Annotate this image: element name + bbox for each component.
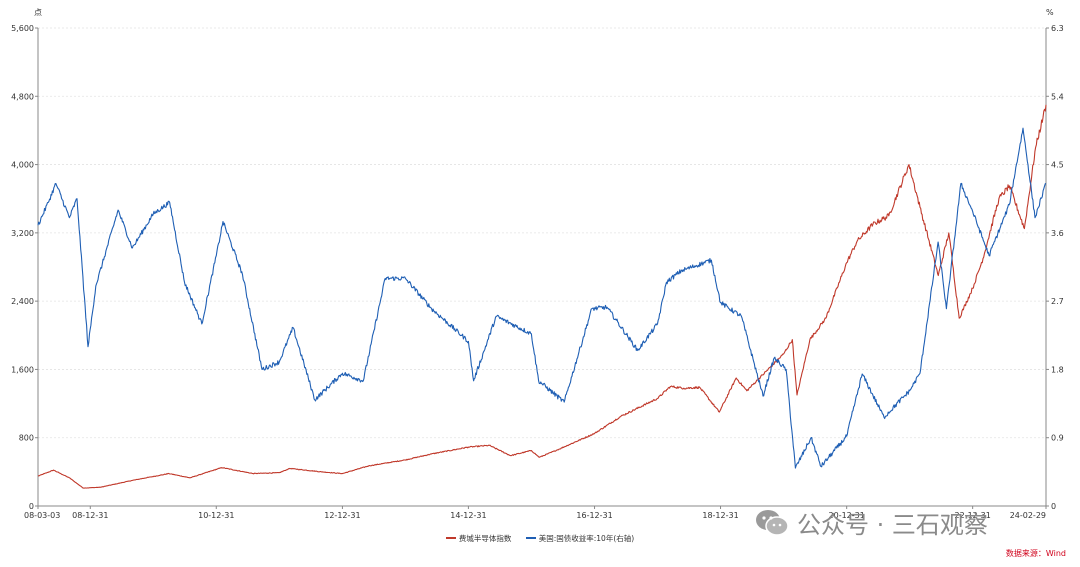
right-tick-label: 0 [1051,502,1056,511]
left-tick-label: 1,600 [11,365,34,374]
x-tick-label: 24-02-29 [1010,511,1046,520]
right-tick-label: 1.8 [1051,365,1064,374]
right-axis-ticks: 0 0.9 1.8 2.7 3.6 4.5 5.4 6.3 [1046,24,1064,511]
series-line-0 [37,104,1047,489]
watermark-text: 公众号 · 三石观察 [797,511,988,539]
x-tick-label: 20-12-31 [829,511,865,520]
legend-label-sox: 费城半导体指数 [458,533,512,543]
left-tick-label: 5,600 [11,24,34,33]
legend-item-ust10y[interactable]: 美国:国债收益率:10年(右轴) [525,533,635,544]
left-axis-unit: 点 [34,8,42,17]
left-tick-label: 800 [19,434,34,443]
x-tick-label: 16-12-31 [576,511,612,520]
x-tick-label: 12-12-31 [324,511,360,520]
right-tick-label: 4.5 [1051,161,1064,170]
left-tick-label: 2,400 [11,297,34,306]
right-tick-label: 2.7 [1051,297,1064,306]
series-layer [37,104,1047,489]
legend-label-ust10y: 美国:国债收益率:10年(右轴) [538,533,635,543]
x-tick-label: 18-12-31 [702,511,738,520]
legend: 费城半导体指数 美国:国债收益率:10年(右轴) [0,532,1080,544]
left-tick-label: 4,000 [11,161,34,170]
right-tick-label: 3.6 [1051,229,1064,238]
watermark: 公众号 · 三石观察 [755,505,988,540]
x-tick-label: 08-03-03 [24,511,60,520]
x-tick-label: 08-12-31 [72,511,108,520]
gridlines [38,27,1046,439]
right-axis-unit: % [1046,8,1054,17]
source-note: 数据来源：Wind [1005,549,1066,558]
legend-item-sox[interactable]: 费城半导体指数 [445,533,512,544]
left-axis-ticks: 0 800 1,600 2,400 3,200 4,000 4,800 5,600 [11,24,38,511]
x-tick-label: 22-12-31 [955,511,991,520]
series-line-1 [37,127,1047,469]
legend-swatch-sox [445,537,456,539]
x-tick-label: 14-12-31 [450,511,486,520]
legend-swatch-ust10y [525,537,536,539]
right-tick-label: 5.4 [1051,92,1064,101]
right-tick-label: 6.3 [1051,24,1064,33]
left-tick-label: 0 [29,502,34,511]
x-tick-label: 10-12-31 [198,511,234,520]
right-tick-label: 0.9 [1051,434,1064,443]
left-tick-label: 3,200 [11,229,34,238]
wechat-icon [756,509,789,536]
x-axis-ticks: 08-03-03 08-12-31 10-12-31 12-12-31 14-12-31… [24,506,1047,520]
left-tick-label: 4,800 [11,92,34,101]
